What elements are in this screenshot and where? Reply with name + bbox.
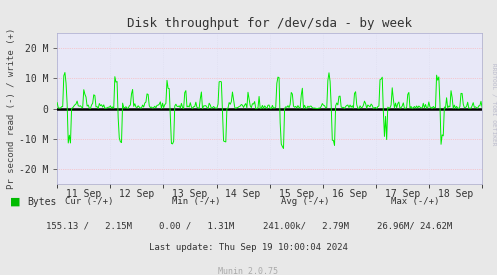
Text: Last update: Thu Sep 19 10:00:04 2024: Last update: Thu Sep 19 10:00:04 2024 xyxy=(149,243,348,252)
Text: 241.00k/   2.79M: 241.00k/ 2.79M xyxy=(262,221,349,230)
Text: 155.13 /   2.15M: 155.13 / 2.15M xyxy=(46,221,133,230)
Text: Bytes: Bytes xyxy=(27,197,57,207)
Text: RRDTOOL / TOBI OETIKER: RRDTOOL / TOBI OETIKER xyxy=(491,63,496,146)
Text: Munin 2.0.75: Munin 2.0.75 xyxy=(219,267,278,275)
Text: ■: ■ xyxy=(10,197,20,207)
Text: 26.96M/ 24.62M: 26.96M/ 24.62M xyxy=(377,221,453,230)
Title: Disk throughput for /dev/sda - by week: Disk throughput for /dev/sda - by week xyxy=(127,17,412,31)
Text: Cur (-/+): Cur (-/+) xyxy=(65,197,114,206)
Text: Avg (-/+): Avg (-/+) xyxy=(281,197,330,206)
Text: 0.00 /   1.31M: 0.00 / 1.31M xyxy=(159,221,234,230)
Text: Min (-/+): Min (-/+) xyxy=(172,197,221,206)
Y-axis label: Pr second read (-) / write (+): Pr second read (-) / write (+) xyxy=(7,28,16,189)
Text: Max (-/+): Max (-/+) xyxy=(391,197,439,206)
